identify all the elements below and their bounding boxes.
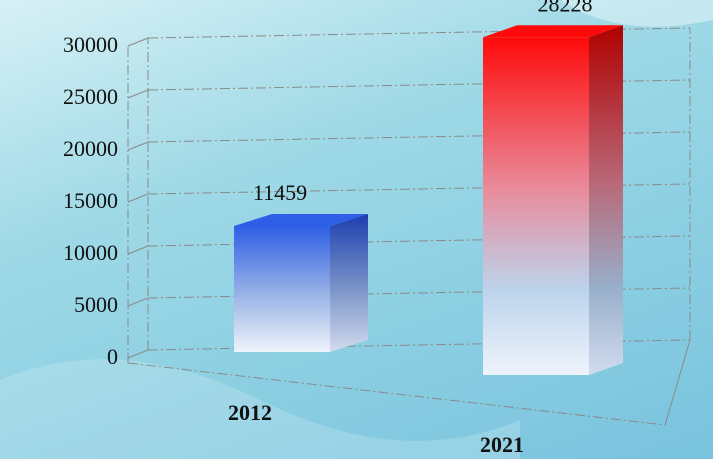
y-tick	[127, 141, 149, 151]
y-tick	[127, 89, 149, 99]
y-tick-label: 15000	[63, 188, 118, 213]
y-tick-label: 10000	[63, 240, 118, 265]
y-tick	[127, 193, 149, 203]
background-wave	[0, 359, 520, 459]
y-tick-label: 20000	[63, 136, 118, 161]
category-label-2021: 2021	[480, 432, 524, 457]
bar-2021-top	[483, 25, 623, 38]
y-tick-label: 0	[107, 344, 118, 369]
y-tick-label: 25000	[63, 84, 118, 109]
bar-2021-side	[589, 25, 623, 376]
bar-2012-side	[330, 214, 368, 352]
category-label-2012: 2012	[228, 400, 272, 425]
background-wave	[560, 0, 713, 27]
y-tick	[127, 349, 149, 359]
y-tick-label: 5000	[74, 292, 118, 317]
bar-2021-front	[483, 37, 589, 376]
data-label-2021: 28228	[538, 0, 593, 16]
y-tick	[127, 37, 149, 47]
y-tick-label: 30000	[63, 32, 118, 57]
y-tick	[127, 245, 149, 255]
floor-edge	[664, 339, 691, 426]
bar-2012-front	[234, 226, 330, 352]
x-axis	[127, 362, 666, 426]
data-label-2012: 11459	[253, 180, 307, 205]
y-tick	[127, 297, 149, 307]
bar-2012-top	[234, 214, 368, 226]
